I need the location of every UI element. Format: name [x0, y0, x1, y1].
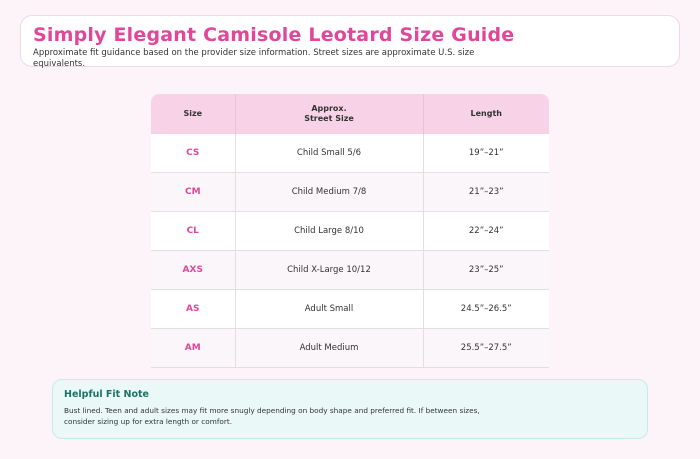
size-cell: CM — [151, 172, 236, 212]
length-cell: 25.5”–27.5” — [423, 328, 549, 368]
page-title: Simply Elegant Camisole Leotard Size Gui… — [33, 24, 515, 46]
size-cell: CL — [151, 211, 236, 251]
table-row: AXS Child X-Large 10/12 23”–25” — [151, 250, 549, 290]
street-size-cell: Child Large 8/10 — [235, 211, 424, 251]
page-subtitle: Approximate fit guidance based on the pr… — [33, 48, 475, 69]
fit-note-title: Helpful Fit Note — [64, 389, 149, 400]
size-cell: AM — [151, 328, 236, 368]
street-size-cell: Child Small 5/6 — [235, 134, 424, 173]
fit-note-card: Helpful Fit Note Bust lined. Teen and ad… — [52, 379, 648, 439]
table-row: AS Adult Small 24.5”–26.5” — [151, 289, 549, 329]
header-card: Simply Elegant Camisole Leotard Size Gui… — [20, 15, 680, 69]
length-cell: 19”–21” — [423, 134, 549, 173]
length-cell: 21”–23” — [423, 172, 549, 212]
length-cell: 24.5”–26.5” — [423, 289, 549, 329]
street-size-cell: Child X-Large 10/12 — [235, 250, 424, 290]
size-table-container: Size Approx. Street Size Length CS Child… — [151, 94, 549, 368]
length-cell: 22”–24” — [423, 211, 549, 251]
table-row: CS Child Small 5/6 19”–21” — [151, 134, 549, 173]
column-header-length: Length — [423, 94, 549, 134]
street-size-cell: Child Medium 7/8 — [235, 172, 424, 212]
column-header-size: Size — [151, 94, 236, 134]
table-header-row: Size Approx. Street Size Length — [151, 94, 549, 134]
street-size-cell: Adult Small — [235, 289, 424, 329]
size-cell: AXS — [151, 250, 236, 290]
length-cell: 23”–25” — [423, 250, 549, 290]
table-row: CL Child Large 8/10 22”–24” — [151, 211, 549, 251]
table-row: AM Adult Medium 25.5”–27.5” — [151, 328, 549, 368]
fit-note-text: Bust lined. Teen and adult sizes may fit… — [64, 406, 480, 426]
size-cell: AS — [151, 289, 236, 329]
size-cell: CS — [151, 134, 236, 173]
size-table: Size Approx. Street Size Length CS Child… — [151, 94, 549, 368]
table-row: CM Child Medium 7/8 21”–23” — [151, 172, 549, 212]
street-size-cell: Adult Medium — [235, 328, 424, 368]
column-header-street-size: Approx. Street Size — [235, 94, 424, 134]
